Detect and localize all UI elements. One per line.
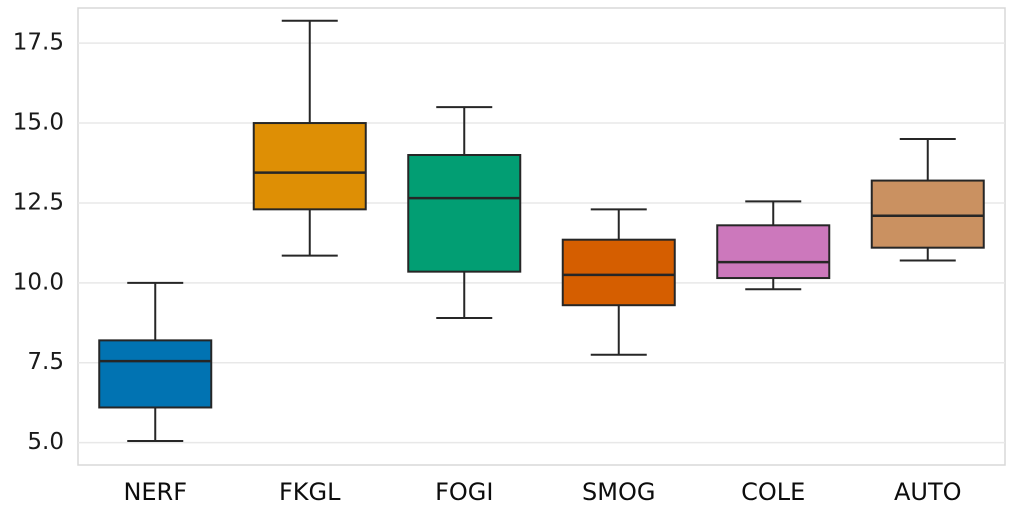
plot-area [77, 7, 1006, 466]
x-category-label: FOGI [435, 478, 493, 506]
box-group-cole [716, 200, 831, 291]
box-iqr [561, 238, 676, 307]
y-tick-label: 15.0 [13, 110, 64, 136]
x-category-label: SMOG [582, 478, 655, 506]
y-tick-label: 10.0 [13, 269, 64, 295]
y-tick-label: 12.5 [13, 189, 64, 215]
box-iqr [407, 154, 522, 273]
y-tick-label: 17.5 [13, 30, 64, 56]
y-tick-label: 5.0 [27, 429, 64, 455]
x-category-label: NERF [123, 478, 187, 506]
box-iqr [716, 224, 831, 280]
box-group-fogi [407, 106, 522, 319]
box-iqr [98, 339, 213, 409]
box-group-fkgl [252, 19, 367, 257]
x-category-label: AUTO [894, 478, 962, 506]
box-iqr [252, 122, 367, 211]
y-tick-label: 7.5 [27, 349, 64, 375]
box-group-nerf [98, 281, 213, 443]
box-group-smog [561, 208, 676, 356]
box-group-auto [870, 138, 985, 262]
x-category-label: FKGL [279, 478, 341, 506]
box-iqr [870, 179, 985, 249]
x-category-label: COLE [741, 478, 805, 506]
